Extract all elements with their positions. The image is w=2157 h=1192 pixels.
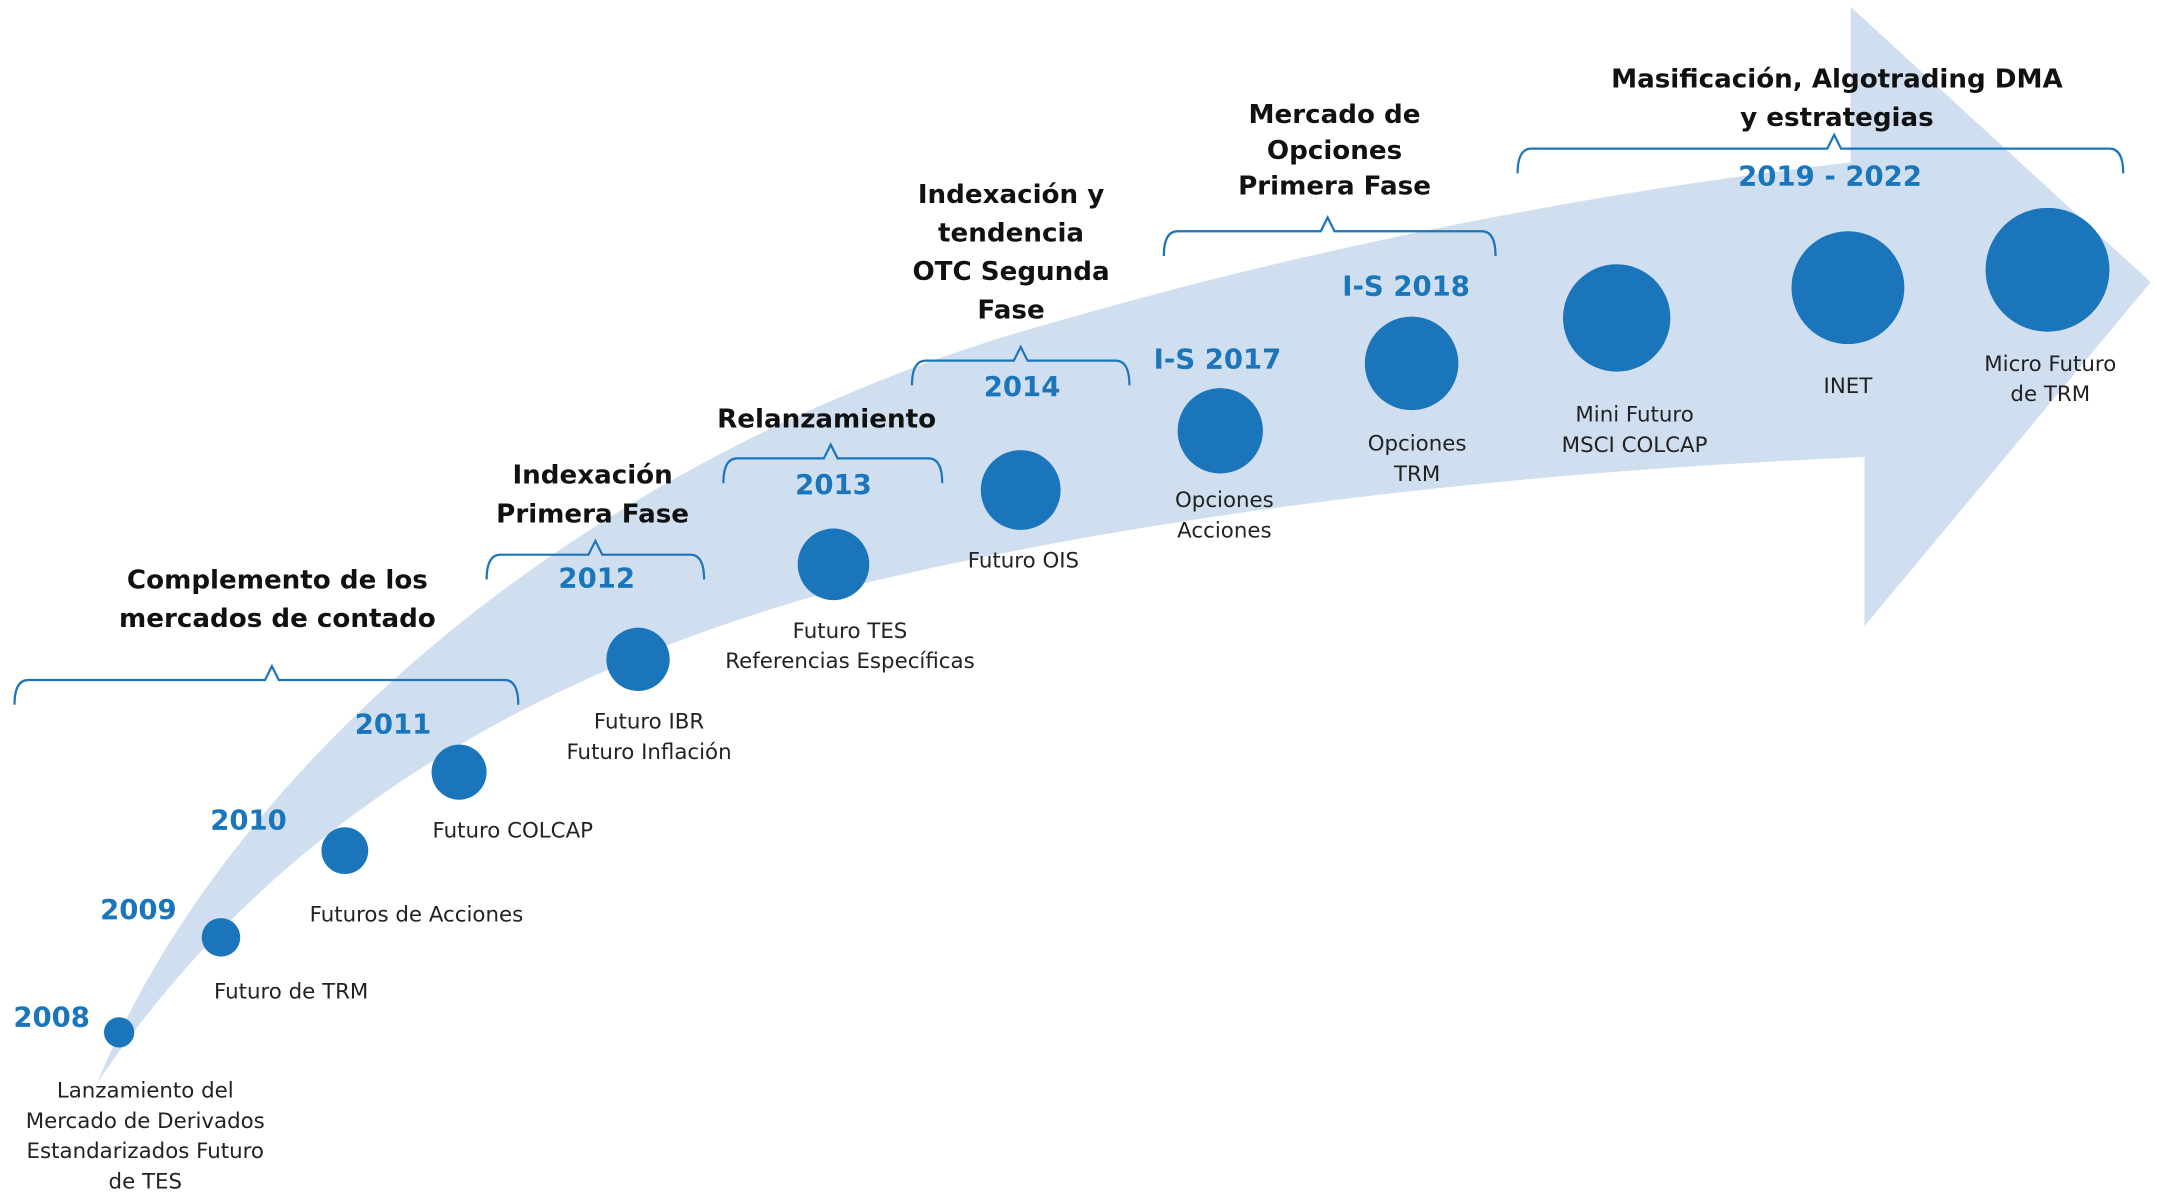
milestone-dot xyxy=(431,744,487,800)
phase-title: Primera Fase xyxy=(496,499,689,529)
milestone-year: 2010 xyxy=(210,805,287,837)
milestone-year: 2008 xyxy=(13,1002,90,1034)
milestone-label: Mercado de Derivados xyxy=(26,1109,265,1134)
phase-title: Masificación, Algotrading DMA xyxy=(1611,64,2063,94)
milestone-dot xyxy=(103,1017,135,1048)
milestone-dot xyxy=(797,528,870,601)
milestone-dot xyxy=(1364,316,1459,411)
milestone-dot xyxy=(201,918,241,957)
milestone-label: Referencias Específicas xyxy=(725,649,974,674)
phase-bracket xyxy=(1516,132,2125,174)
phase-bracket xyxy=(485,538,706,580)
milestone-label: INET xyxy=(1824,374,1874,399)
milestone-dot xyxy=(980,450,1061,530)
milestone-label: Futuro Inflación xyxy=(566,740,731,765)
phase-title: Fase xyxy=(977,296,1044,326)
phase-bracket xyxy=(722,442,944,484)
milestone-dot xyxy=(1177,388,1263,474)
milestone-label: Opciones xyxy=(1368,432,1467,457)
milestone-dot xyxy=(1563,264,1671,372)
milestone-year: 2009 xyxy=(100,894,177,926)
milestone-label: Futuro TES xyxy=(793,619,908,644)
milestone-year: I-S 2017 xyxy=(1154,344,1282,376)
milestone-dot xyxy=(1791,231,1905,345)
phase-title: Complemento de los xyxy=(127,565,428,595)
phase-title: OTC Segunda xyxy=(912,257,1109,287)
milestone-year: I-S 2018 xyxy=(1342,271,1470,303)
milestone-year: 2012 xyxy=(558,562,635,594)
phase-title: Relanzamiento xyxy=(717,404,936,434)
milestone-label: Futuro IBR xyxy=(594,710,705,735)
milestone-label: Acciones xyxy=(1177,518,1271,543)
phase-title: Primera Fase xyxy=(1238,172,1431,202)
milestone-year: 2019 - 2022 xyxy=(1738,161,1922,193)
phase-title: Indexación xyxy=(512,461,672,491)
milestone-year: 2011 xyxy=(355,708,432,740)
phase-bracket xyxy=(13,663,520,705)
phase-title: Indexación y xyxy=(918,180,1104,210)
phase-title: Mercado de xyxy=(1249,100,1421,130)
milestone-label: MSCI COLCAP xyxy=(1562,433,1708,458)
phase-title: tendencia xyxy=(938,218,1084,248)
milestone-label: de TRM xyxy=(2010,382,2090,407)
milestone-label: Futuros de Acciones xyxy=(310,902,524,927)
milestone-label: Futuro de TRM xyxy=(214,979,368,1004)
phase-bracket xyxy=(910,344,1131,386)
milestone-dot xyxy=(606,627,670,691)
phase-title: y estrategias xyxy=(1740,103,1934,133)
milestone-label: Mini Futuro xyxy=(1575,403,1693,428)
milestone-label: Lanzamiento del xyxy=(57,1079,234,1104)
milestone-label: Opciones xyxy=(1175,488,1274,513)
milestone-label: TRM xyxy=(1393,462,1440,487)
milestone-dot xyxy=(321,827,369,875)
milestone-label: Futuro OIS xyxy=(968,549,1079,574)
milestone-label: Estandarizados Futuro xyxy=(27,1139,264,1164)
milestone-dot xyxy=(1985,207,2110,332)
milestone-label: Micro Futuro xyxy=(1984,352,2116,377)
phase-bracket xyxy=(1162,215,1497,257)
milestone-label: Futuro COLCAP xyxy=(433,818,594,843)
phase-title: Opciones xyxy=(1267,136,1402,166)
milestone-year: 2014 xyxy=(984,371,1061,403)
milestone-year: 2013 xyxy=(795,469,872,501)
milestone-label: de TES xyxy=(109,1169,182,1192)
phase-title: mercados de contado xyxy=(119,604,436,634)
